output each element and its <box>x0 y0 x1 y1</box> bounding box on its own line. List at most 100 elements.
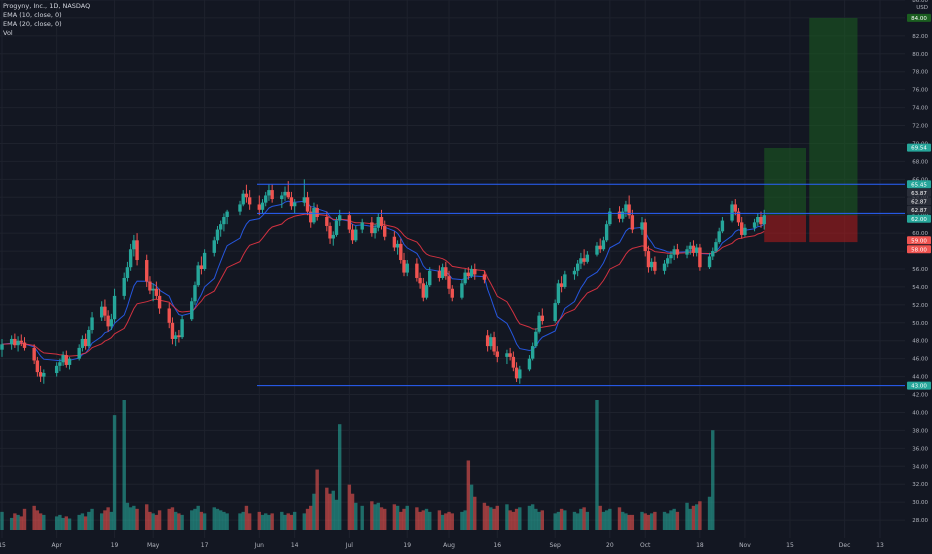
y-tick-label: 76.00 <box>912 88 928 94</box>
candle-body <box>688 245 692 250</box>
candle-body <box>559 283 564 287</box>
candle-body <box>617 211 622 219</box>
candle-body <box>621 211 625 219</box>
candle-body <box>173 335 178 339</box>
candle-body <box>106 315 110 327</box>
volume-bar <box>392 504 397 530</box>
candle-body <box>64 355 69 365</box>
candle-body <box>759 216 763 225</box>
candle-body <box>58 362 62 366</box>
volume-bar <box>167 508 171 530</box>
volume-bar <box>563 510 567 530</box>
x-tick-label: Nov <box>739 542 751 549</box>
volume-bar <box>527 505 532 530</box>
x-tick-label: 17 <box>201 542 209 549</box>
volume-bar <box>132 505 136 530</box>
candlesticks <box>0 179 766 384</box>
volume-bar <box>193 508 197 530</box>
candle-body <box>624 204 628 212</box>
volume-bar <box>627 514 631 530</box>
candle-body <box>508 353 512 357</box>
candle-body <box>132 240 136 250</box>
candle-body <box>643 222 647 252</box>
candle-body <box>80 338 85 348</box>
volume-bar <box>379 507 384 530</box>
candle-body <box>177 335 181 338</box>
candle-body <box>9 338 14 345</box>
candle-body <box>608 211 612 225</box>
candle-body <box>77 347 81 359</box>
volume-bar <box>559 508 564 530</box>
volume-bar <box>675 511 680 530</box>
volume-bar <box>444 513 448 530</box>
volume-bar <box>711 430 715 530</box>
candle-body <box>125 267 130 278</box>
candle-body <box>379 216 384 226</box>
volume-bar <box>334 499 339 530</box>
volume-bar <box>428 511 432 530</box>
candle-body <box>270 190 274 200</box>
volume-bar <box>22 508 27 530</box>
y-tick-label: 32.00 <box>912 482 928 488</box>
volume-bar <box>112 415 117 530</box>
candle-body <box>154 288 159 296</box>
volume-bar <box>473 496 477 530</box>
volume-bar <box>337 424 342 530</box>
volume-bar <box>608 508 612 530</box>
volume-bar <box>505 504 509 530</box>
price-label-bg <box>907 245 931 254</box>
horizontal-lines <box>257 183 905 387</box>
x-tick-label: Jul <box>345 542 354 549</box>
volume-bar <box>373 504 377 530</box>
candle-body <box>505 353 509 357</box>
volume-bar <box>128 507 133 530</box>
candle-body <box>157 295 162 309</box>
candle-body <box>740 222 744 235</box>
price-label: 69.54 <box>911 146 927 152</box>
candle-body <box>218 224 223 230</box>
candle-body <box>730 204 734 221</box>
candle-body <box>392 236 397 248</box>
y-tick-label: 42.00 <box>912 393 928 399</box>
candle-body <box>122 277 126 296</box>
volume-bar <box>35 510 40 530</box>
volume-bar <box>421 510 426 530</box>
candle-body <box>244 193 249 198</box>
candle-body <box>685 249 689 255</box>
volume-bar <box>537 511 541 530</box>
candle-body <box>112 295 117 320</box>
x-tick-label: 18 <box>696 542 704 549</box>
candle-body <box>595 245 599 255</box>
candle-body <box>460 283 464 298</box>
candle-body <box>286 191 290 198</box>
candle-body <box>743 227 747 235</box>
candle-body <box>402 260 406 273</box>
y-tick-label: 52.00 <box>912 303 928 309</box>
volume-bar <box>328 493 332 530</box>
volume-bar <box>170 507 175 530</box>
x-tick-label: Jun <box>254 542 265 549</box>
candle-body <box>354 229 358 241</box>
volume-bar <box>215 508 220 530</box>
volume-bar <box>16 514 20 530</box>
volume-bar <box>694 504 699 530</box>
x-axis: 15 Apr 19 May 17 Jun 14 Jul 19 Aug 16 Sep 20 Oct 18 Nov… <box>0 538 932 550</box>
candle-body <box>337 215 342 221</box>
y-tick-label: 82.00 <box>912 34 928 40</box>
y-tick-label: 34.00 <box>912 464 928 470</box>
volume-bar <box>173 511 178 530</box>
candle-body <box>640 222 644 230</box>
candle-body <box>170 322 175 339</box>
volume-bar <box>260 514 265 530</box>
price-label: 62.87 <box>911 199 927 205</box>
volume-bar <box>553 513 557 530</box>
price-label: 59.00 <box>911 238 927 244</box>
candle-body <box>190 301 194 320</box>
candle-body <box>331 234 335 239</box>
price-label: 65.45 <box>911 182 927 188</box>
candle-body <box>444 267 448 277</box>
volume-bar <box>264 513 268 530</box>
candle-body <box>325 216 329 226</box>
